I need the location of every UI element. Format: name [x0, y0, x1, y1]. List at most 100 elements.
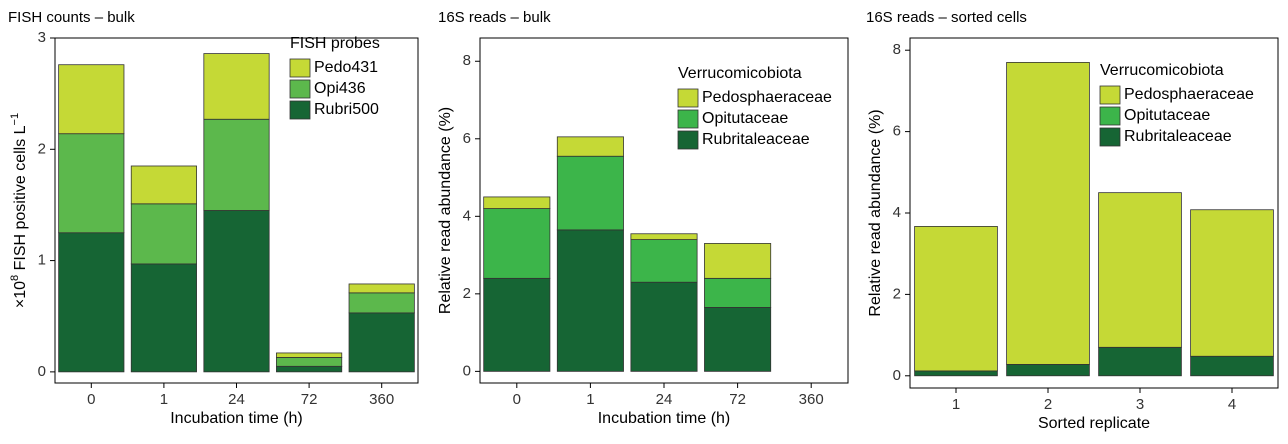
y-axis-title-exponent: −1	[9, 113, 21, 126]
y-tick-label: 0	[38, 363, 46, 380]
y-axis-title: Relative read abundance (%)	[867, 109, 884, 316]
legend-label: Rubri500	[314, 101, 379, 118]
legend-label: Pedosphaeraceae	[702, 89, 832, 106]
y-axis-title-part: ×10	[12, 281, 29, 308]
legend-title: Verrucomicobiota	[1100, 62, 1224, 79]
y-tick-label: 2	[893, 285, 901, 302]
bar-segment	[348, 283, 415, 294]
legend-swatch	[677, 130, 699, 150]
x-axis-title: Sorted replicate	[1038, 415, 1150, 432]
chart-title: FISH counts – bulk	[8, 9, 135, 26]
bar-segment	[348, 312, 415, 373]
legend-label: Pedosphaeraceae	[1124, 86, 1254, 103]
x-tick-label: 24	[656, 391, 673, 408]
y-tick-label: 6	[893, 123, 901, 140]
y-tick-label: 1	[38, 252, 46, 269]
y-tick-label: 2	[38, 140, 46, 157]
bar-segment	[704, 243, 772, 279]
bar-segment	[58, 64, 125, 135]
legend-label: Opi436	[314, 80, 366, 97]
bar-segment	[1006, 363, 1090, 377]
x-tick-label: 72	[729, 391, 746, 408]
x-axis-title: Incubation time (h)	[598, 410, 731, 427]
legend-swatch	[1099, 127, 1121, 147]
legend-title: FISH probes	[290, 35, 380, 52]
bar-segment	[203, 53, 270, 120]
x-tick-label: 1	[952, 396, 960, 413]
legend-label: Rubritaleaceae	[702, 131, 810, 148]
bar-segment	[704, 307, 772, 372]
bar-segment	[914, 370, 998, 377]
x-tick-label: 72	[301, 391, 318, 408]
legend-label: Rubritaleaceae	[1124, 128, 1232, 145]
x-tick-label: 2	[1044, 396, 1052, 413]
x-tick-label: 0	[87, 391, 95, 408]
bar-segment	[556, 155, 624, 231]
bar-segment	[276, 352, 343, 358]
x-tick-label: 0	[513, 391, 521, 408]
x-axis-title: Incubation time (h)	[170, 410, 303, 427]
y-axis-title-part: Relative read abundance (%)	[867, 109, 884, 316]
bar-segment	[276, 365, 343, 373]
legend-swatch	[289, 79, 311, 99]
chart-title: 16S reads – sorted cells	[866, 9, 1027, 26]
bar-segment	[1190, 355, 1274, 377]
bar-segment	[630, 281, 698, 372]
y-tick-label: 8	[893, 41, 901, 58]
bar-segment	[556, 229, 624, 372]
bar-segment	[1006, 62, 1090, 365]
legend-swatch	[677, 88, 699, 108]
bar-segment	[1190, 209, 1274, 357]
bar-segment	[130, 165, 197, 205]
x-tick-label: 360	[799, 391, 824, 408]
x-tick-label: 360	[369, 391, 394, 408]
bar-segment	[630, 233, 698, 240]
y-tick-label: 2	[463, 285, 471, 302]
y-axis-title-part: Relative read abundance (%)	[437, 107, 454, 314]
legend-label: Opitutaceae	[702, 110, 788, 127]
legend-label: Opitutaceae	[1124, 107, 1210, 124]
bar-segment	[1098, 192, 1182, 348]
bar-segment	[130, 263, 197, 373]
x-tick-label: 3	[1136, 396, 1144, 413]
bar-segment	[556, 136, 624, 157]
bar-segment	[483, 196, 551, 209]
x-tick-label: 4	[1228, 396, 1236, 413]
legend-label: Pedo431	[314, 59, 378, 76]
bar-segment	[203, 210, 270, 373]
legend-swatch	[1099, 85, 1121, 105]
y-axis-title-part: FISH positive cells L	[12, 125, 29, 274]
chart-title: 16S reads – bulk	[438, 9, 551, 26]
legend-title: Verrucomicobiota	[678, 65, 802, 82]
bar-segment	[130, 203, 197, 265]
legend-swatch	[1099, 106, 1121, 126]
y-tick-label: 0	[893, 367, 901, 384]
y-tick-label: 6	[463, 130, 471, 147]
y-axis-title: ×108 FISH positive cells L−1	[9, 113, 29, 308]
x-tick-label: 1	[586, 391, 594, 408]
y-axis-title-exponent: 8	[9, 275, 21, 281]
legend-swatch	[677, 109, 699, 129]
bar-segment	[483, 277, 551, 372]
bar-segment	[348, 292, 415, 314]
bar-segment	[483, 208, 551, 279]
y-tick-label: 0	[463, 362, 471, 379]
bar-segment	[58, 133, 125, 234]
y-tick-label: 4	[893, 204, 901, 221]
bar-segment	[704, 277, 772, 308]
bar-segment	[203, 118, 270, 211]
y-tick-label: 8	[463, 52, 471, 69]
x-tick-label: 1	[160, 391, 168, 408]
bar-segment	[58, 232, 125, 373]
y-tick-label: 4	[463, 207, 471, 224]
y-axis-title: Relative read abundance (%)	[437, 107, 454, 314]
legend-swatch	[289, 58, 311, 78]
bar-segment	[630, 239, 698, 283]
y-tick-label: 3	[38, 29, 46, 46]
bar-segment	[1098, 346, 1182, 377]
legend-swatch	[289, 100, 311, 120]
bar-segment	[914, 226, 998, 372]
bar-segment	[276, 357, 343, 367]
x-tick-label: 24	[228, 391, 245, 408]
